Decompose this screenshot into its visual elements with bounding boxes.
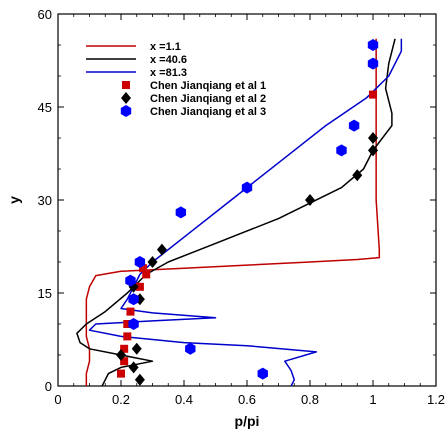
legend-marker-sample	[121, 92, 131, 104]
series-point-6	[258, 368, 268, 380]
y-tick-label: 30	[38, 193, 52, 208]
legend-label: x =40.6	[150, 54, 187, 66]
legend-label: Chen Jianqiang et al 1	[150, 80, 266, 92]
series-point-6	[128, 318, 138, 330]
series-point-6	[176, 206, 186, 218]
axis-tick-labels: 0 0.2 0.4 0.6 0.8 1 1.2 0 15 30 45 60	[38, 7, 446, 407]
series-point-4	[369, 91, 377, 99]
x-tick-label: 0.8	[301, 392, 319, 407]
x-tick-label: 0.6	[238, 392, 256, 407]
series-point-6	[349, 120, 359, 132]
y-tick-label: 0	[45, 379, 52, 394]
legend-marker-sample	[121, 105, 131, 117]
y-tick-label: 15	[38, 286, 52, 301]
legend-label: x =1.1	[150, 41, 181, 53]
plot-frame	[58, 14, 436, 386]
series-point-6	[185, 343, 195, 355]
x-tick-label: 0	[54, 392, 61, 407]
legend-label: x =81.3	[150, 67, 187, 79]
series-point-5	[129, 361, 139, 373]
y-axis-label: y	[6, 196, 22, 204]
series-point-4	[123, 332, 131, 340]
axis-ticks	[58, 14, 436, 386]
series-point-5	[157, 244, 167, 256]
x-tick-label: 0.2	[112, 392, 130, 407]
x-tick-label: 1.2	[427, 392, 445, 407]
series-point-6	[336, 144, 346, 156]
legend-label: Chen Jianqiang et al 2	[150, 93, 266, 105]
x-axis-label: p/pi	[235, 413, 260, 429]
x-tick-label: 1	[369, 392, 376, 407]
legend-label: Chen Jianqiang et al 3	[150, 106, 266, 118]
y-tick-label: 60	[38, 7, 52, 22]
legend-marker-sample	[122, 81, 130, 89]
series-point-4	[126, 308, 134, 316]
y-tick-label: 45	[38, 100, 52, 115]
series-point-6	[242, 182, 252, 194]
series-point-4	[117, 370, 125, 378]
series-point-5	[132, 343, 142, 355]
x-tick-label: 0.4	[175, 392, 193, 407]
